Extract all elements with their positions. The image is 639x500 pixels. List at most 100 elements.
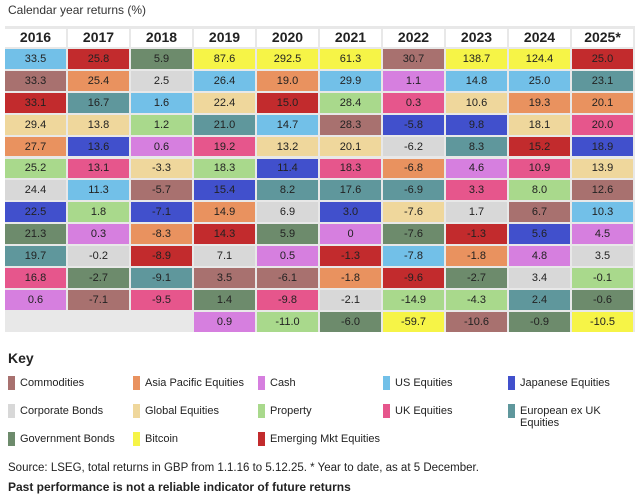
return-cell: 124.4 [509,49,570,69]
return-cell: 27.7 [5,136,66,157]
key-swatch [258,404,265,418]
return-cell: -1.3 [320,246,381,266]
return-cell: 9.8 [446,114,507,135]
return-cell: 13.2 [257,136,318,157]
return-cell: -0.1 [572,268,633,288]
return-cell: 19.7 [5,246,66,266]
year-header: 2018 [131,29,192,47]
return-cell: 2.4 [509,289,570,310]
return-cell: 33.5 [5,49,66,69]
return-cell: 20.0 [572,114,633,135]
return-cell: -7.6 [383,224,444,245]
key-label: UK Equities [395,405,453,417]
return-cell: 3.5 [194,268,255,288]
return-cell: 33.3 [5,70,66,91]
year-header: 2024 [509,29,570,47]
key-swatch [133,432,140,446]
year-header: 2023 [446,29,507,47]
return-cell: -0.9 [509,311,570,332]
return-cell: 12.6 [572,180,633,201]
return-cell: 24.4 [5,180,66,201]
return-cell: 19.3 [509,92,570,113]
return-cell: 3.0 [320,202,381,223]
return-cell: 3.4 [509,268,570,288]
return-cell: -9.1 [131,268,192,288]
return-cell: -9.8 [257,289,318,310]
return-cell: 2.5 [131,70,192,91]
return-cell: 14.3 [194,224,255,245]
return-cell: 25.4 [68,70,129,91]
return-cell: 0.6 [5,289,66,310]
key-swatch [8,376,15,390]
return-cell: -6.9 [383,180,444,201]
return-cell: 1.8 [68,202,129,223]
return-cell: 4.8 [509,246,570,266]
key-label: Government Bonds [20,433,115,445]
return-cell: 20.1 [572,92,633,113]
return-cell: -4.3 [446,289,507,310]
key-swatch [133,376,140,390]
return-cell: 4.5 [572,224,633,245]
year-header: 2016 [5,29,66,47]
key-label: Cash [270,377,296,389]
key-swatch [508,376,515,390]
return-cell: 29.9 [320,70,381,91]
return-cell: -0.6 [572,289,633,310]
return-cell: 20.1 [320,136,381,157]
return-cell: 87.6 [194,49,255,69]
return-cell: 25.2 [5,158,66,179]
return-cell: 13.1 [68,158,129,179]
return-cell: -2.7 [68,268,129,288]
return-cell: 138.7 [446,49,507,69]
key-swatch [383,376,390,390]
source: Source: LSEG, total returns in GBP from … [8,462,479,474]
return-cell: -8.3 [131,224,192,245]
key-swatch [8,432,15,446]
return-cell: 8.0 [509,180,570,201]
return-cell: 0.3 [68,224,129,245]
return-cell: 26.4 [194,70,255,91]
return-cell: 0.3 [383,92,444,113]
return-cell: -5.7 [131,180,192,201]
return-cell: 14.8 [446,70,507,91]
return-cell: 18.1 [509,114,570,135]
return-cell: -5.8 [383,114,444,135]
return-cell: 1.1 [383,70,444,91]
key-swatch [258,376,265,390]
return-cell: 8.2 [257,180,318,201]
key-label: Property [270,405,312,417]
year-header: 2020 [257,29,318,47]
return-cell: 16.7 [68,92,129,113]
return-cell: 3.3 [446,180,507,201]
key-label: Corporate Bonds [20,405,104,417]
return-cell: 25.0 [572,49,633,69]
return-cell: 13.9 [572,158,633,179]
return-cell: -0.2 [68,246,129,266]
return-cell: -10.6 [446,311,507,332]
return-cell: 21.0 [194,114,255,135]
return-cell: 23.1 [572,70,633,91]
key-swatch [258,432,265,446]
return-cell: 11.3 [68,180,129,201]
return-cell: 4.6 [446,158,507,179]
return-cell: 14.9 [194,202,255,223]
return-cell: 7.1 [194,246,255,266]
return-cell: 19.2 [194,136,255,157]
return-cell: 292.5 [257,49,318,69]
return-cell: -8.9 [131,246,192,266]
return-cell: 14.7 [257,114,318,135]
year-header: 2022 [383,29,444,47]
return-cell: 1.7 [446,202,507,223]
disclaimer: Past performance is not a reliable indic… [8,480,351,494]
return-cell: 28.4 [320,92,381,113]
return-cell: 1.6 [131,92,192,113]
return-cell: 22.5 [5,202,66,223]
key-label: Japanese Equities [520,377,610,389]
key-label: Bitcoin [145,433,179,445]
return-cell: 16.8 [5,268,66,288]
return-cell: 18.9 [572,136,633,157]
return-cell: -2.7 [446,268,507,288]
year-header: 2021 [320,29,381,47]
year-header: 2017 [68,29,129,47]
